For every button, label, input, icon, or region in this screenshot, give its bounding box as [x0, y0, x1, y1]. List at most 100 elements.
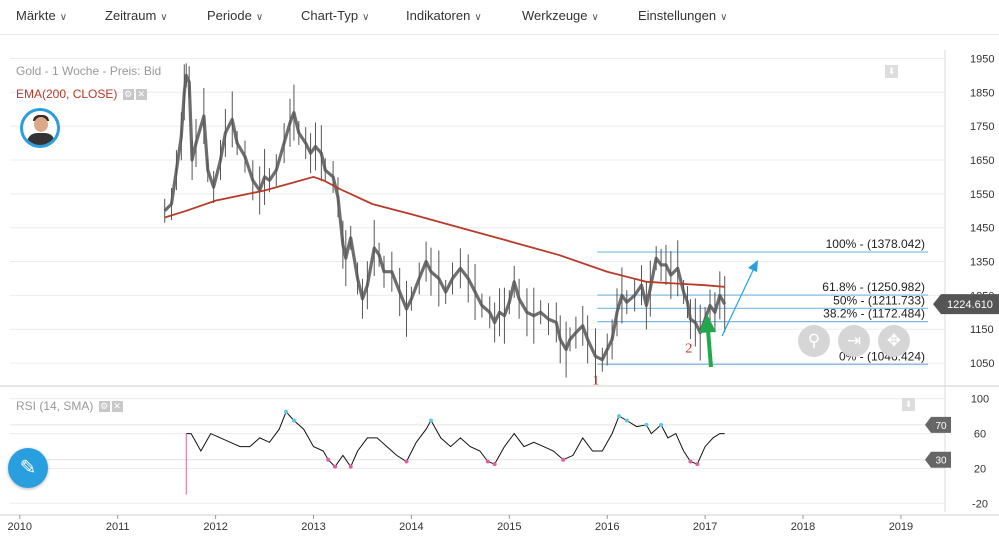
chevron-down-icon: ∨: [255, 12, 264, 23]
pivot-label: 1: [592, 373, 599, 388]
menu-bar: Märkte ∨ Zeitraum ∨ Periode ∨ Chart-Typ ∨ In…: [0, 0, 999, 32]
rsi-tick-label: 100: [971, 394, 989, 406]
menu-indikatoren[interactable]: Indikatoren ∨: [406, 8, 482, 23]
fib-level-label: 100% - (1378.042): [826, 237, 925, 251]
rsi-overbought-mark: [644, 422, 649, 427]
chevron-down-icon: ∨: [720, 12, 728, 23]
y-tick-label: 1350: [970, 257, 994, 269]
current-price-label: 1224.610: [947, 299, 993, 311]
y-tick-label: 1550: [970, 189, 994, 201]
menu-einstellungen[interactable]: Einstellungen ∨: [638, 8, 727, 23]
rsi-oversold-mark: [492, 462, 497, 467]
rsi-oversold-mark: [348, 464, 353, 469]
pencil-icon[interactable]: ✎: [8, 448, 48, 488]
axes: 1950185017501650155014501350125011501050…: [0, 50, 999, 533]
menu-divider: [0, 34, 999, 35]
price-line: [163, 73, 727, 362]
menu-periode[interactable]: Periode ∨: [207, 8, 263, 23]
rsi-overbought-mark: [624, 418, 629, 423]
close-icon[interactable]: ✕: [135, 89, 147, 101]
fib-level-label: 38.2% - (1172.484): [823, 307, 925, 321]
avatar[interactable]: [20, 108, 60, 148]
rsi-level-label: 30: [935, 456, 947, 467]
download-icon[interactable]: ⬇: [902, 398, 915, 411]
rsi-level-badge: [925, 451, 951, 468]
settings-icon[interactable]: ⚙: [98, 401, 110, 413]
y-tick-label: 1950: [970, 53, 994, 65]
rsi-oversold-mark: [695, 462, 700, 467]
y-tick-label: 1650: [970, 155, 994, 167]
rsi-overbought-mark: [428, 418, 433, 423]
symbol-label: Gold - 1 Woche - Preis: Bid: [16, 64, 162, 78]
annotations: 12: [592, 260, 758, 388]
menu-label: Zeitraum: [105, 8, 157, 23]
y-tick-label: 1750: [970, 121, 994, 133]
menu-label: Einstellungen: [638, 8, 717, 23]
menu-label: Indikatoren: [406, 8, 471, 23]
menu-label: Werkzeuge: [522, 8, 588, 23]
download-icon[interactable]: ⬇: [885, 65, 898, 78]
fib-level-label: 61.8% - (1250.982): [822, 280, 925, 294]
menu-werkzeuge[interactable]: Werkzeuge ∨: [522, 8, 599, 23]
y-tick-label: 1050: [970, 358, 994, 370]
rsi-label-text: RSI (14, SMA): [16, 399, 94, 413]
x-tick-label: 2012: [203, 521, 227, 533]
green-arrow-line: [706, 329, 713, 368]
rsi-oversold-mark: [326, 457, 331, 462]
rsi-oversold-mark: [688, 459, 693, 464]
y-tick-label: 1450: [970, 223, 994, 235]
settings-icon[interactable]: ⚙: [122, 89, 134, 101]
rsi-oversold-mark: [333, 464, 338, 469]
chevron-down-icon: ∨: [59, 12, 68, 23]
fib-level-label: 50% - (1211.733): [833, 293, 925, 307]
rsi-overbought-mark: [291, 418, 296, 423]
zoom-icon[interactable]: ⚲: [798, 325, 830, 357]
pivot-label: 2: [685, 342, 692, 357]
y-tick-label: 1150: [970, 324, 994, 336]
rsi-line: [186, 410, 725, 468]
projection-arrow-head: [748, 260, 758, 272]
y-tick-label: 1850: [970, 87, 994, 99]
move-icon[interactable]: ✥: [878, 325, 910, 357]
rsi-level-badge: [925, 416, 951, 433]
chevron-down-icon: ∨: [362, 12, 370, 23]
ema-series: [164, 175, 725, 288]
current-price-badge: [933, 294, 999, 315]
green-arrow-head: [699, 314, 716, 333]
x-tick-label: 2010: [8, 521, 32, 533]
ema-label-text: EMA(200, CLOSE): [16, 87, 118, 101]
rsi-oversold-mark: [404, 459, 409, 464]
x-tick-label: 2018: [791, 521, 815, 533]
close-icon[interactable]: ✕: [111, 401, 123, 413]
rsi-oversold-mark: [485, 459, 490, 464]
projection-arrow-line: [721, 263, 757, 337]
chevron-down-icon: ∨: [160, 12, 168, 23]
x-tick-label: 2017: [693, 521, 717, 533]
ema-line: [164, 175, 725, 288]
chevron-down-icon: ∨: [591, 12, 599, 23]
menu-maerkte[interactable]: Märkte ∨: [16, 8, 67, 23]
x-tick-label: 2016: [595, 521, 619, 533]
menu-chart-typ[interactable]: Chart-Typ ∨: [301, 8, 369, 23]
x-tick-label: 2015: [497, 521, 521, 533]
menu-label: Chart-Typ: [301, 8, 359, 23]
rsi-level-label: 70: [935, 421, 947, 432]
rsi-series: [185, 409, 725, 495]
rsi-tick-label: 20: [974, 463, 986, 475]
rsi-tick-label: -20: [972, 498, 988, 510]
chevron-down-icon: ∨: [474, 12, 482, 23]
rsi-overbought-mark: [284, 409, 289, 414]
x-tick-label: 2014: [399, 521, 423, 533]
x-tick-label: 2019: [889, 521, 913, 533]
x-tick-label: 2011: [106, 521, 130, 533]
rsi-oversold-mark: [561, 457, 566, 462]
rsi-indicator-label: RSI (14, SMA) ⚙ ✕: [16, 399, 123, 413]
menu-label: Periode: [207, 8, 252, 23]
rsi-overbought-mark: [659, 422, 664, 427]
menu-label: Märkte: [16, 8, 56, 23]
menu-zeitraum[interactable]: Zeitraum ∨: [105, 8, 168, 23]
x-tick-label: 2013: [301, 521, 325, 533]
pan-icon[interactable]: ⇥: [838, 325, 870, 357]
rsi-overbought-mark: [616, 414, 621, 419]
